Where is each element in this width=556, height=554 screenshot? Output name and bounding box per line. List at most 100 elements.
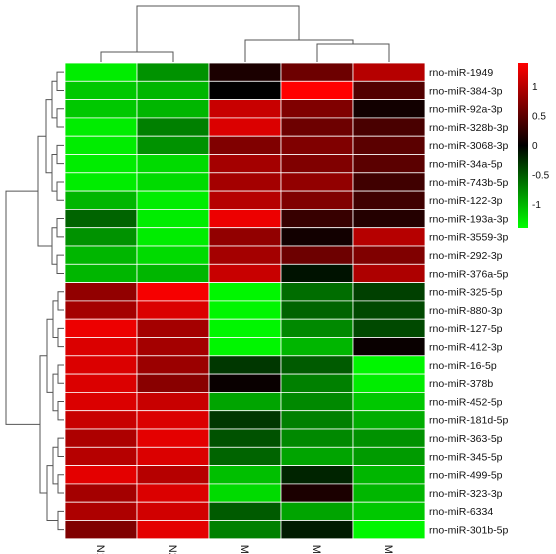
column-dendrogram-link — [136, 5, 300, 52]
heatmap-cell — [280, 62, 354, 82]
row-label: rno-miR-16-5p — [429, 360, 497, 372]
row-label: rno-miR-378b — [429, 378, 493, 390]
heatmap-cell — [64, 373, 138, 393]
heatmap-cell — [64, 227, 138, 247]
heatmap-cell — [280, 410, 354, 430]
row-dendrogram-link — [57, 474, 64, 494]
heatmap-cell — [64, 391, 138, 412]
row-label: rno-miR-376a-5p — [429, 268, 509, 280]
heatmap-cell — [208, 391, 282, 412]
heatmap-cell — [64, 80, 138, 101]
heatmap-cell — [208, 373, 282, 393]
legend-tick-label: -1 — [532, 200, 541, 211]
heatmap-cell — [280, 446, 354, 466]
heatmap-cell — [208, 208, 282, 229]
heatmap-cell — [136, 117, 210, 137]
row-label: rno-miR-292-3p — [429, 250, 503, 262]
heatmap-cell — [352, 465, 426, 485]
column-label: N2 — [166, 545, 178, 554]
heatmap-cell — [208, 337, 282, 357]
heatmap-cell — [64, 446, 138, 466]
heatmap-cell — [352, 227, 426, 247]
heatmap-cell — [208, 355, 282, 375]
heatmap-cell — [352, 300, 426, 320]
heatmap-cell — [280, 99, 354, 119]
row-dendrogram-link — [56, 108, 64, 128]
heatmap-cell — [280, 117, 354, 137]
column-label: M2 — [238, 545, 250, 554]
heatmap-cell — [352, 80, 426, 101]
row-label: rno-miR-743b-5p — [429, 177, 509, 189]
column-dendrogram-link — [316, 43, 390, 62]
heatmap-cell — [280, 300, 354, 320]
heatmap-cell — [352, 483, 426, 503]
heatmap-cell — [352, 154, 426, 174]
heatmap-cell — [136, 154, 210, 174]
row-label: rno-miR-412-3p — [429, 341, 503, 353]
row-dendrogram-link — [57, 364, 64, 384]
heatmap-cell — [136, 99, 210, 119]
legend-tick-label: 1 — [532, 82, 538, 93]
row-dendrogram-link — [39, 355, 47, 494]
row-labels: rno-miR-1949 rno-miR-384-3p rno-miR-92a-3p… — [429, 67, 509, 537]
row-dendrogram-link — [57, 401, 64, 421]
heatmap-cell — [136, 520, 210, 540]
row-label: rno-miR-328b-3p — [429, 122, 509, 134]
heatmap-cell — [208, 62, 282, 82]
column-labels: N1 N2 M2 M1 M3 — [94, 545, 394, 554]
heatmap-cell — [136, 282, 210, 302]
heatmap-cell — [136, 428, 210, 448]
heatmap-cell — [280, 227, 354, 247]
heatmap-cell — [280, 428, 354, 448]
heatmap-cell — [64, 282, 138, 302]
row-label: rno-miR-1949 — [429, 67, 493, 79]
heatmap-cell — [64, 337, 138, 357]
heatmap-cell — [352, 373, 426, 393]
heatmap-cell — [64, 62, 138, 82]
heatmap-cell — [352, 263, 426, 283]
row-label: rno-miR-193a-3p — [429, 213, 509, 225]
row-dendrogram — [5, 71, 64, 531]
heatmap-cell — [280, 263, 354, 283]
heatmap-cell — [64, 190, 138, 210]
heatmap-cell — [280, 154, 354, 174]
heatmap-cell — [352, 391, 426, 412]
heatmap-cell — [352, 318, 426, 338]
row-dendrogram-link — [5, 190, 40, 425]
heatmap-cell — [136, 135, 210, 155]
row-dendrogram-link — [56, 218, 64, 238]
row-dendrogram-link — [52, 373, 58, 412]
row-label: rno-miR-3068-3p — [429, 140, 509, 152]
heatmap-cell — [352, 117, 426, 137]
heatmap-cell — [208, 483, 282, 503]
heatmap-cell — [208, 465, 282, 485]
heatmap-cell — [208, 501, 282, 521]
row-dendrogram-link — [51, 80, 57, 119]
row-label: rno-miR-384-3p — [429, 85, 503, 97]
heatmap-cell — [208, 318, 282, 338]
heatmap-cell — [280, 391, 354, 412]
heatmap-cell — [64, 208, 138, 229]
row-label: rno-miR-880-3p — [429, 305, 503, 317]
heatmap-cell — [280, 501, 354, 521]
heatmap-cell — [280, 373, 354, 393]
heatmap-cell — [64, 135, 138, 155]
heatmap-cell — [352, 62, 426, 82]
heatmap-cell — [136, 373, 210, 393]
heatmap-cell — [208, 428, 282, 448]
heatmap-cell — [136, 300, 210, 320]
row-dendrogram-link — [56, 71, 64, 91]
row-label: rno-miR-92a-3p — [429, 104, 503, 116]
row-label: rno-miR-301b-5p — [429, 524, 509, 536]
heatmap-cell — [352, 172, 426, 192]
heatmap-cell — [352, 282, 426, 302]
color-legend: 1 0.5 0 -0.5 -1 — [518, 63, 550, 228]
heatmap-cell — [352, 520, 426, 540]
heatmap-cell — [64, 318, 138, 338]
row-label: rno-miR-452-5p — [429, 396, 503, 408]
column-label: N1 — [94, 545, 106, 554]
heatmap-cell — [352, 208, 426, 229]
heatmap-cell — [64, 501, 138, 521]
heatmap-cell — [280, 172, 354, 192]
heatmap-cell — [352, 245, 426, 265]
